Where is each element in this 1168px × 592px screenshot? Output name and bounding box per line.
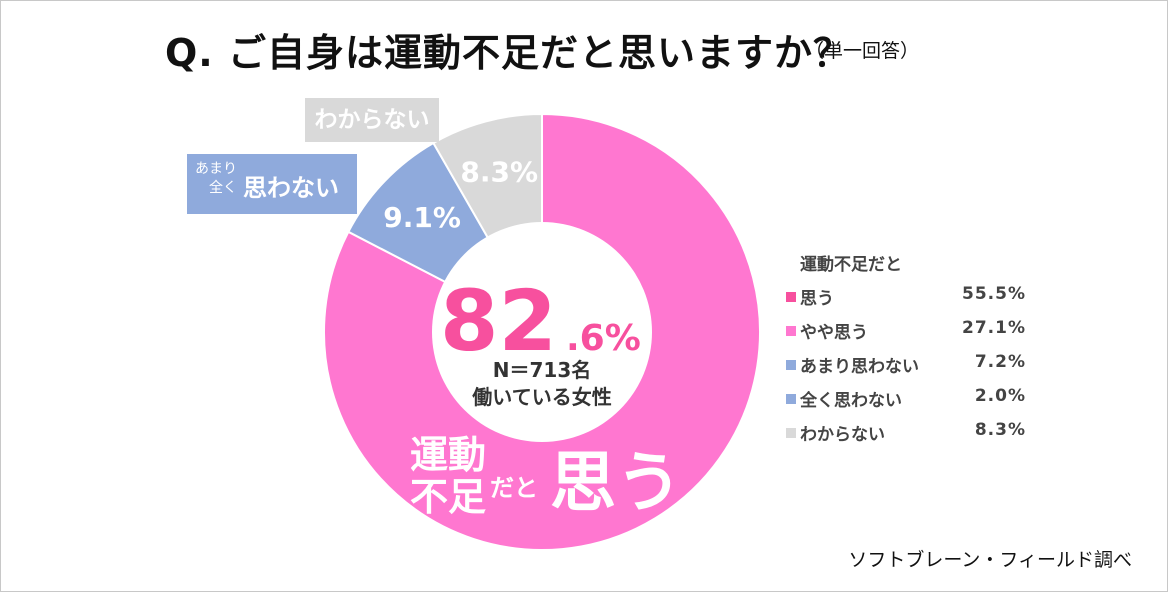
legend-swatch: [786, 360, 796, 370]
legend-title: 運動不足だと: [800, 255, 902, 275]
inner-label-line1: 運動: [410, 433, 486, 477]
legend-label: わからない: [800, 425, 885, 445]
center-sample: N＝713名: [493, 358, 592, 382]
legend-label: 全く思わない: [800, 391, 902, 411]
inner-label-mid: だと: [490, 474, 538, 502]
legend-value: 7.2%: [974, 352, 1026, 372]
legend-swatch: [786, 326, 796, 336]
legend-swatch: [786, 428, 796, 438]
callout-not-think-small: あまり 全く: [193, 160, 237, 198]
inner-label-big: 思う: [550, 444, 682, 521]
legend-label: あまり思わない: [800, 357, 919, 377]
callout-not-think-big: 思わない: [243, 174, 339, 202]
legend-value: 8.3%: [974, 420, 1026, 440]
callout-small-line2: 全く: [209, 180, 237, 196]
legend-item-1: 思う 55.5%: [786, 284, 1026, 318]
legend-value: 27.1%: [962, 318, 1026, 338]
legend: 運動不足だと 思う 55.5% やや思う 27.1% あまり思わない 7.2% 全く思わない…: [786, 250, 1026, 454]
legend-item-5: わからない 8.3%: [786, 420, 1026, 454]
answer-type-note: （単一回答）: [805, 40, 920, 62]
legend-item-2: やや思う 27.1%: [786, 318, 1026, 352]
source-credit: ソフトブレーン・フィールド調べ: [848, 549, 1132, 571]
legend-label: やや思う: [800, 323, 868, 343]
callout-small-line1: あまり: [195, 161, 237, 177]
legend-value: 55.5%: [962, 284, 1026, 304]
legend-label: 思う: [800, 289, 834, 309]
inner-label-line2: 不足: [410, 475, 486, 519]
center-decimal: .6%: [566, 318, 641, 359]
legend-swatch: [786, 292, 796, 302]
center-group: 働いている女性: [471, 385, 611, 409]
callout-unknown: わからない: [305, 98, 439, 142]
question-title: Q. ご自身は運動不足だと思いますか？: [165, 31, 852, 75]
slice-label-2: 9.1%: [383, 201, 461, 234]
legend-item-3: あまり思わない 7.2%: [786, 352, 1026, 386]
donut-hole: [432, 222, 652, 442]
legend-swatch: [786, 394, 796, 404]
slice-label-3: 8.3%: [460, 156, 538, 189]
center-big-number: 82: [440, 272, 557, 370]
legend-item-4: 全く思わない 2.0%: [786, 386, 1026, 420]
callout-not-think: あまり 全く 思わない: [187, 154, 357, 214]
legend-value: 2.0%: [974, 386, 1026, 406]
